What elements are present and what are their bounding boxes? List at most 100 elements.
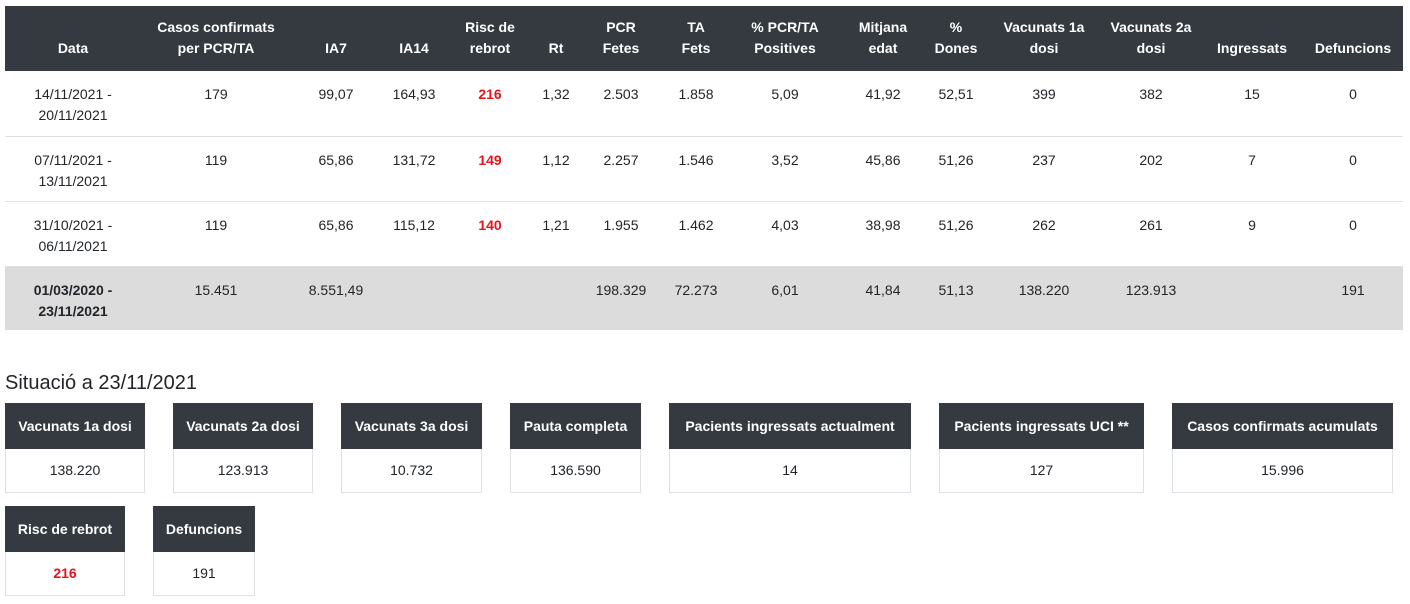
- risc-cell: 140: [447, 201, 533, 267]
- ta-cell: 72.273: [663, 266, 729, 330]
- vac2-cell: 382: [1101, 71, 1201, 137]
- ia14-cell: 131,72: [381, 136, 447, 202]
- pcr-cell: 198.329: [579, 266, 663, 330]
- casos-cell: 15.451: [141, 266, 291, 330]
- dones-cell: 52,51: [925, 71, 987, 137]
- positives-cell: 5,09: [729, 71, 841, 137]
- card-value: 138.220: [5, 449, 145, 493]
- col-header-ia7: IA7: [291, 6, 381, 71]
- card-label: Defuncions: [153, 506, 255, 552]
- card-label: Risc de rebrot: [5, 506, 125, 552]
- ingressats-cell: 9: [1201, 201, 1303, 267]
- col-header-casos: Casos confirmats per PCR/TA: [141, 6, 291, 71]
- col-header-ta: TA Fets: [663, 6, 729, 71]
- rt-cell: 1,32: [533, 71, 579, 137]
- dones-cell: 51,26: [925, 201, 987, 267]
- vac2-cell: 261: [1101, 201, 1201, 267]
- rt-cell: 1,12: [533, 136, 579, 202]
- ta-cell: 1.858: [663, 71, 729, 137]
- table-header-row: Data Casos confirmats per PCR/TA IA7 IA14…: [5, 6, 1403, 71]
- ia14-cell: 164,93: [381, 71, 447, 137]
- vac1-cell: 399: [987, 71, 1101, 137]
- vac2-cell: 202: [1101, 136, 1201, 202]
- rt-cell: [533, 266, 579, 330]
- card-label: Pacients ingressats actualment: [669, 403, 911, 449]
- vac2-cell: 123.913: [1101, 266, 1201, 330]
- edat-cell: 41,84: [841, 266, 925, 330]
- casos-cell: 179: [141, 71, 291, 137]
- ia7-cell: 65,86: [291, 201, 381, 267]
- ta-cell: 1.546: [663, 136, 729, 202]
- card-value: 191: [153, 552, 255, 596]
- card-vacunats-2a-dosi: Vacunats 2a dosi 123.913: [173, 403, 313, 493]
- date-range-cell: 14/11/2021 -20/11/2021: [5, 71, 141, 137]
- covid-stats-table: Data Casos confirmats per PCR/TA IA7 IA14…: [5, 6, 1403, 330]
- table-row: 07/11/2021 -13/11/2021 119 65,86 131,72 …: [5, 136, 1403, 202]
- pcr-cell: 2.257: [579, 136, 663, 202]
- casos-cell: 119: [141, 136, 291, 202]
- date-range-cell: 31/10/2021 -06/11/2021: [5, 201, 141, 267]
- col-header-defuncions: Defuncions: [1303, 6, 1403, 71]
- card-label: Vacunats 2a dosi: [173, 403, 313, 449]
- card-label: Pauta completa: [510, 403, 641, 449]
- card-label: Vacunats 3a dosi: [341, 403, 482, 449]
- col-header-edat: Mitjana edat: [841, 6, 925, 71]
- ingressats-cell: [1201, 266, 1303, 330]
- table-total-row: 01/03/2020 -23/11/2021 15.451 8.551,49 1…: [5, 266, 1403, 330]
- card-label: Pacients ingressats UCI **: [939, 403, 1144, 449]
- vac1-cell: 262: [987, 201, 1101, 267]
- table-row: 14/11/2021 -20/11/2021 179 99,07 164,93 …: [5, 71, 1403, 137]
- defuncions-cell: 0: [1303, 201, 1403, 267]
- card-value: 10.732: [341, 449, 482, 493]
- col-header-ia14: IA14: [381, 6, 447, 71]
- ia14-cell: [381, 266, 447, 330]
- pcr-cell: 2.503: [579, 71, 663, 137]
- col-header-dones: % Dones: [925, 6, 987, 71]
- positives-cell: 4,03: [729, 201, 841, 267]
- defuncions-cell: 0: [1303, 71, 1403, 137]
- card-value: 123.913: [173, 449, 313, 493]
- positives-cell: 6,01: [729, 266, 841, 330]
- date-range-cell: 07/11/2021 -13/11/2021: [5, 136, 141, 202]
- rt-cell: 1,21: [533, 201, 579, 267]
- pcr-cell: 1.955: [579, 201, 663, 267]
- card-value: 216: [5, 552, 125, 596]
- defuncions-cell: 191: [1303, 266, 1403, 330]
- edat-cell: 41,92: [841, 71, 925, 137]
- table-row: 31/10/2021 -06/11/2021 119 65,86 115,12 …: [5, 201, 1403, 267]
- card-pacients-ingressats: Pacients ingressats actualment 14: [669, 403, 911, 493]
- situacio-title: Situació a 23/11/2021: [5, 372, 198, 394]
- casos-cell: 119: [141, 201, 291, 267]
- ia7-cell: 99,07: [291, 71, 381, 137]
- ingressats-cell: 15: [1201, 71, 1303, 137]
- card-risc-rebrot: Risc de rebrot 216: [5, 506, 125, 596]
- card-value: 136.590: [510, 449, 641, 493]
- card-label: Casos confirmats acumulats: [1172, 403, 1393, 449]
- defuncions-cell: 0: [1303, 136, 1403, 202]
- card-pacients-uci: Pacients ingressats UCI ** 127: [939, 403, 1144, 493]
- dones-cell: 51,26: [925, 136, 987, 202]
- vac1-cell: 138.220: [987, 266, 1101, 330]
- card-vacunats-3a-dosi: Vacunats 3a dosi 10.732: [341, 403, 482, 493]
- dones-cell: 51,13: [925, 266, 987, 330]
- ia7-cell: 8.551,49: [291, 266, 381, 330]
- col-header-data: Data: [5, 6, 141, 71]
- risc-cell: 149: [447, 136, 533, 202]
- edat-cell: 38,98: [841, 201, 925, 267]
- card-value: 14: [669, 449, 911, 493]
- card-pauta-completa: Pauta completa 136.590: [510, 403, 641, 493]
- risc-cell: 216: [447, 71, 533, 137]
- col-header-ingressats: Ingressats: [1201, 6, 1303, 71]
- ia14-cell: 115,12: [381, 201, 447, 267]
- date-range-cell: 01/03/2020 -23/11/2021: [5, 266, 141, 330]
- positives-cell: 3,52: [729, 136, 841, 202]
- card-casos-acumulats: Casos confirmats acumulats 15.996: [1172, 403, 1393, 493]
- col-header-pcr: PCR Fetes: [579, 6, 663, 71]
- col-header-rt: Rt: [533, 6, 579, 71]
- vac1-cell: 237: [987, 136, 1101, 202]
- card-vacunats-1a-dosi: Vacunats 1a dosi 138.220: [5, 403, 145, 493]
- col-header-vac2: Vacunats 2a dosi: [1101, 6, 1201, 71]
- card-value: 15.996: [1172, 449, 1393, 493]
- edat-cell: 45,86: [841, 136, 925, 202]
- ia7-cell: 65,86: [291, 136, 381, 202]
